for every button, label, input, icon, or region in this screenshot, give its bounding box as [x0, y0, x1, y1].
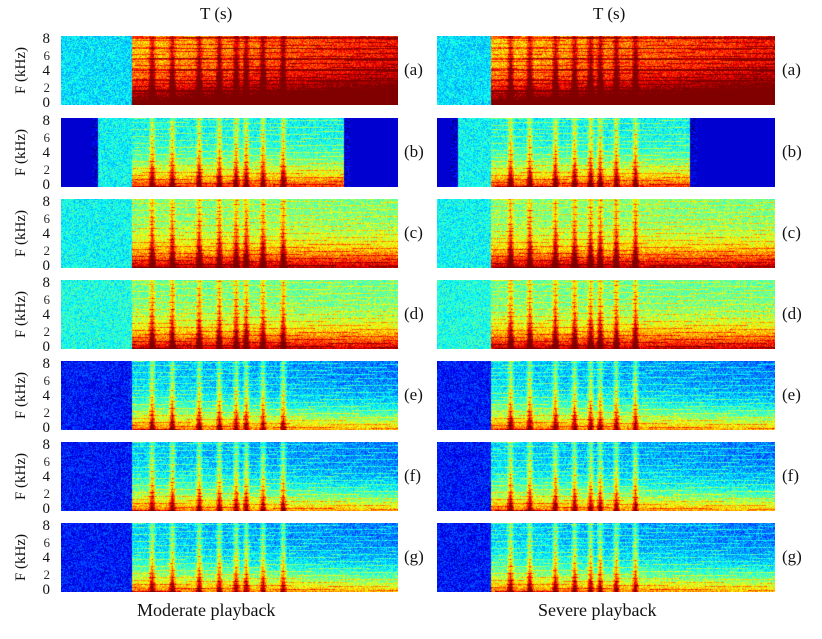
- y-tick-label: 8: [42, 437, 51, 453]
- y-tick-label: 0: [42, 582, 51, 599]
- y-tick-label: 8: [42, 356, 51, 372]
- panel-label: (d): [782, 304, 802, 323]
- y-axis-label: F (kHz): [13, 290, 30, 339]
- spectrogram-panel-severe-3: [437, 199, 775, 268]
- panel-label: (f): [782, 466, 799, 485]
- panel-label: (c): [404, 223, 423, 242]
- spectrogram-panel-moderate-4: [61, 280, 398, 349]
- spectrogram-panel-severe-1: [437, 36, 775, 105]
- left-column-title: T (s): [200, 4, 233, 23]
- y-tick-label: 6: [43, 48, 51, 64]
- panel-label: (g): [404, 547, 424, 566]
- panel-label: (f): [404, 466, 421, 485]
- y-tick-label: 8: [42, 275, 51, 291]
- y-tick-label: 2: [43, 243, 51, 259]
- y-tick-label: 4: [42, 550, 51, 567]
- y-tick-label: 6: [43, 454, 51, 470]
- y-tick-label: 8: [42, 31, 51, 47]
- y-tick-label: 0: [42, 501, 51, 518]
- y-tick-label: 2: [43, 80, 51, 96]
- y-axis-label: F (kHz): [13, 452, 30, 501]
- y-tick-label: 2: [43, 324, 51, 340]
- y-tick-label: 6: [43, 130, 51, 146]
- y-tick-label: 4: [42, 307, 51, 324]
- left-column-caption: Moderate playback: [137, 600, 276, 620]
- y-tick-label: 4: [42, 145, 51, 162]
- panel-label: (a): [782, 60, 801, 79]
- y-axis-label: F (kHz): [13, 128, 30, 177]
- y-tick-label: 0: [42, 177, 51, 194]
- panel-label: (c): [782, 223, 801, 242]
- y-tick-label: 2: [43, 567, 51, 583]
- y-tick-label: 4: [42, 226, 51, 243]
- y-tick-label: 2: [43, 162, 51, 178]
- y-axis-label: F (kHz): [13, 371, 30, 420]
- spectrogram-panel-severe-4: [437, 280, 775, 349]
- spectrogram-panel-moderate-5: [61, 361, 398, 430]
- panel-label: (e): [404, 385, 423, 404]
- y-tick-label: 8: [42, 518, 51, 534]
- panel-label: (d): [404, 304, 424, 323]
- spectrogram-panel-moderate-6: [61, 442, 398, 511]
- y-tick-label: 6: [43, 373, 51, 389]
- spectrogram-panel-moderate-1: [61, 36, 398, 105]
- panel-label: (b): [404, 142, 424, 161]
- spectrogram-panel-severe-6: [437, 442, 775, 511]
- spectrogram-panel-severe-5: [437, 361, 775, 430]
- panel-label: (a): [404, 60, 423, 79]
- y-tick-label: 0: [42, 339, 51, 356]
- y-tick-label: 4: [42, 469, 51, 486]
- y-tick-label: 8: [42, 194, 51, 210]
- y-axis-label: F (kHz): [13, 533, 30, 582]
- y-tick-label: 6: [43, 211, 51, 227]
- y-tick-label: 0: [42, 420, 51, 437]
- y-tick-label: 2: [43, 405, 51, 421]
- y-axis-label: F (kHz): [13, 46, 30, 95]
- panel-label: (e): [782, 385, 801, 404]
- spectrogram-panel-moderate-7: [61, 523, 398, 592]
- panel-label: (g): [782, 547, 802, 566]
- y-tick-label: 0: [42, 258, 51, 275]
- spectrogram-panel-severe-2: [437, 118, 775, 187]
- spectrogram-panel-severe-7: [437, 523, 775, 592]
- y-axis-label: F (kHz): [13, 209, 30, 258]
- y-tick-label: 4: [42, 63, 51, 80]
- panel-label: (b): [782, 142, 802, 161]
- y-tick-label: 8: [42, 113, 51, 129]
- spectrogram-panel-moderate-2: [61, 118, 398, 187]
- right-column-title: T (s): [593, 4, 626, 23]
- y-tick-label: 4: [42, 388, 51, 405]
- right-column-caption: Severe playback: [538, 600, 657, 620]
- y-tick-label: 0: [42, 95, 51, 112]
- spectrogram-panel-moderate-3: [61, 199, 398, 268]
- y-tick-label: 6: [43, 535, 51, 551]
- y-tick-label: 2: [43, 486, 51, 502]
- y-tick-label: 6: [43, 292, 51, 308]
